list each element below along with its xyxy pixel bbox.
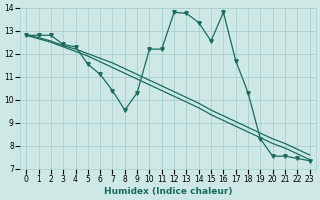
X-axis label: Humidex (Indice chaleur): Humidex (Indice chaleur) <box>104 187 232 196</box>
